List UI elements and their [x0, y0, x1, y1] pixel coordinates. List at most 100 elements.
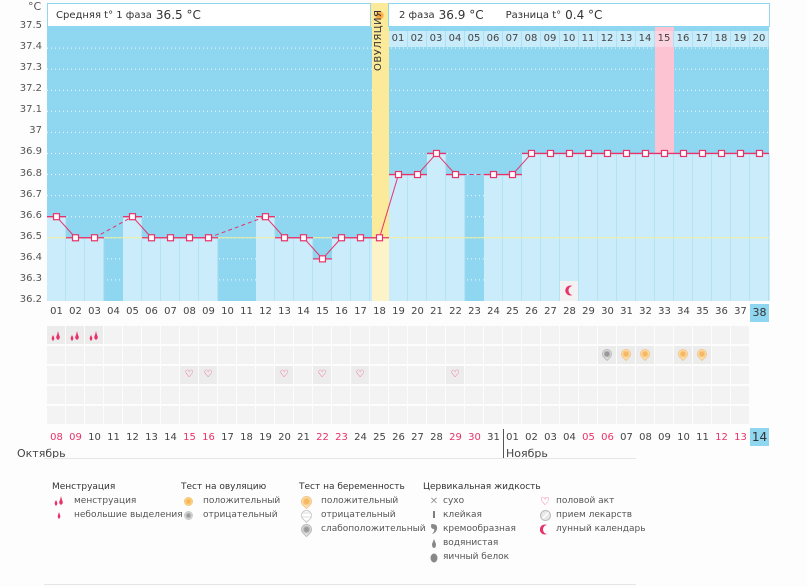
- event-cell[interactable]: [617, 386, 635, 404]
- event-cell[interactable]: [199, 346, 217, 364]
- event-cell[interactable]: [674, 326, 692, 344]
- event-cell[interactable]: [218, 346, 236, 364]
- calendar-date[interactable]: 26: [392, 432, 405, 443]
- x-tick-label[interactable]: 06: [145, 306, 158, 317]
- event-cell[interactable]: [180, 386, 198, 404]
- menstruation-cell[interactable]: [47, 326, 65, 344]
- event-cell[interactable]: [85, 346, 103, 364]
- intercourse-cell[interactable]: ♡: [313, 366, 331, 384]
- event-cell[interactable]: [598, 406, 616, 424]
- x-tick-label[interactable]: 09: [202, 306, 215, 317]
- event-cell[interactable]: [427, 406, 445, 424]
- event-cell[interactable]: [142, 346, 160, 364]
- pregnancy-test-cell[interactable]: [674, 346, 692, 364]
- event-cell[interactable]: [237, 386, 255, 404]
- event-cell[interactable]: [446, 346, 464, 364]
- x-tick-label[interactable]: 38: [750, 304, 769, 322]
- event-cell[interactable]: [522, 366, 540, 384]
- event-cell[interactable]: [237, 366, 255, 384]
- x-tick-label[interactable]: 25: [506, 306, 519, 317]
- event-cell[interactable]: [47, 366, 65, 384]
- event-cell[interactable]: [598, 386, 616, 404]
- event-cell[interactable]: [47, 386, 65, 404]
- event-cell[interactable]: [275, 326, 293, 344]
- x-tick-label[interactable]: 14: [297, 306, 310, 317]
- event-cell[interactable]: [237, 326, 255, 344]
- event-cell[interactable]: [313, 386, 331, 404]
- x-tick-label[interactable]: 10: [221, 306, 234, 317]
- event-cell[interactable]: [351, 386, 369, 404]
- event-cell[interactable]: [180, 326, 198, 344]
- menstruation-cell[interactable]: [85, 326, 103, 344]
- event-cell[interactable]: [408, 386, 426, 404]
- x-tick-label[interactable]: 31: [620, 306, 633, 317]
- event-cell[interactable]: [579, 406, 597, 424]
- intercourse-cell[interactable]: ♡: [351, 366, 369, 384]
- event-cell[interactable]: [484, 386, 502, 404]
- x-tick-label[interactable]: 29: [582, 306, 595, 317]
- event-cell[interactable]: [712, 346, 730, 364]
- calendar-date[interactable]: 28: [430, 432, 443, 443]
- event-cell[interactable]: [370, 386, 388, 404]
- calendar-date[interactable]: 14: [750, 428, 769, 446]
- event-cell[interactable]: [427, 346, 445, 364]
- event-cell[interactable]: [674, 406, 692, 424]
- event-cell[interactable]: [218, 366, 236, 384]
- event-cell[interactable]: [693, 386, 711, 404]
- event-cell[interactable]: [560, 366, 578, 384]
- event-cell[interactable]: [85, 406, 103, 424]
- event-cell[interactable]: [522, 406, 540, 424]
- calendar-date[interactable]: 13: [734, 432, 747, 443]
- x-tick-label[interactable]: 11: [240, 306, 253, 317]
- menstruation-cell[interactable]: [66, 326, 84, 344]
- calendar-date[interactable]: 16: [202, 432, 215, 443]
- calendar-date[interactable]: 30: [468, 432, 481, 443]
- x-tick-label[interactable]: 36: [715, 306, 728, 317]
- x-tick-label[interactable]: 28: [563, 306, 576, 317]
- calendar-date[interactable]: 08: [50, 432, 63, 443]
- event-cell[interactable]: [104, 406, 122, 424]
- event-cell[interactable]: [617, 406, 635, 424]
- x-tick-label[interactable]: 08: [183, 306, 196, 317]
- calendar-date[interactable]: 23: [335, 432, 348, 443]
- event-cell[interactable]: [332, 386, 350, 404]
- x-tick-label[interactable]: 05: [126, 306, 139, 317]
- event-cell[interactable]: [636, 326, 654, 344]
- event-cell[interactable]: [256, 366, 274, 384]
- x-tick-label[interactable]: 23: [468, 306, 481, 317]
- calendar-date[interactable]: 25: [373, 432, 386, 443]
- event-cell[interactable]: [617, 366, 635, 384]
- event-cell[interactable]: [427, 366, 445, 384]
- calendar-date[interactable]: 13: [145, 432, 158, 443]
- event-cell[interactable]: [522, 346, 540, 364]
- event-cell[interactable]: [465, 366, 483, 384]
- event-cell[interactable]: [655, 346, 673, 364]
- intercourse-cell[interactable]: ♡: [446, 366, 464, 384]
- event-cell[interactable]: [579, 326, 597, 344]
- event-cell[interactable]: [389, 406, 407, 424]
- event-cell[interactable]: [161, 346, 179, 364]
- event-cell[interactable]: [161, 386, 179, 404]
- event-cell[interactable]: [218, 326, 236, 344]
- event-cell[interactable]: [47, 346, 65, 364]
- event-cell[interactable]: [370, 346, 388, 364]
- event-cell[interactable]: [541, 386, 559, 404]
- event-cell[interactable]: [560, 386, 578, 404]
- x-tick-label[interactable]: 33: [658, 306, 671, 317]
- event-cell[interactable]: [199, 386, 217, 404]
- event-cell[interactable]: [674, 386, 692, 404]
- event-cell[interactable]: [275, 386, 293, 404]
- event-cell[interactable]: [446, 386, 464, 404]
- calendar-date[interactable]: 05: [582, 432, 595, 443]
- event-cell[interactable]: [731, 386, 749, 404]
- x-tick-label[interactable]: 30: [601, 306, 614, 317]
- event-cell[interactable]: [237, 406, 255, 424]
- event-cell[interactable]: [123, 366, 141, 384]
- x-tick-label[interactable]: 04: [107, 306, 120, 317]
- event-cell[interactable]: [294, 326, 312, 344]
- event-cell[interactable]: [636, 366, 654, 384]
- event-cell[interactable]: [389, 386, 407, 404]
- event-cell[interactable]: [579, 346, 597, 364]
- event-cell[interactable]: [731, 326, 749, 344]
- event-cell[interactable]: [370, 366, 388, 384]
